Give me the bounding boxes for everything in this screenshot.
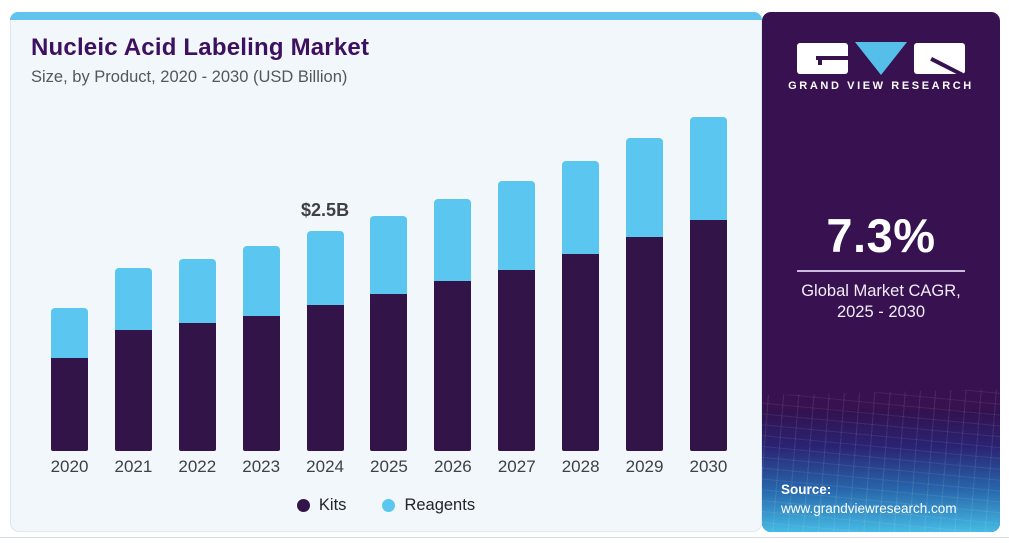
brand-panel: GRAND VIEW RESEARCH 7.3% Global Market C… [762,12,1000,532]
segment-kits-2026 [434,281,472,451]
logo-g-hook [818,55,822,65]
stacked-bar-chart: 2020 2021 2022 2023 $2.5B 2024 2025 2026 2027 202… [51,113,727,476]
segment-reagents-2027 [498,181,536,270]
panel-footer: Source: www.grandviewresearch.com [762,388,1000,532]
segment-reagents-2023 [242,246,280,316]
x-tick-2021: 2021 [114,457,153,476]
bars-container: 2020 2021 2022 2023 $2.5B 2024 2025 2026 2027 202… [51,113,727,476]
bar-2025: 2025 [370,113,408,476]
cagr-block: 7.3% Global Market CAGR, 2025 - 2030 [762,208,1000,324]
segment-kits-2028 [562,254,600,451]
bar-2028: 2028 [562,113,600,476]
legend-item-kits: Kits [296,496,347,515]
legend-label-kits: Kits [318,496,347,514]
segment-reagents-2021 [114,268,152,330]
bar-2024: $2.5B 2024 [301,113,349,476]
chart-legend: Kits Reagents [11,496,761,515]
x-tick-2030: 2030 [689,457,728,476]
logo-r-icon [914,42,965,74]
segment-kits-2020 [51,358,88,451]
bar-2022: 2022 [178,113,216,476]
legend-item-reagents: Reagents [382,496,475,515]
card-top-stripe [10,12,762,20]
segment-reagents-2022 [178,259,216,323]
segment-reagents-2029 [626,138,664,237]
logo-g-slot [816,55,848,60]
segment-reagents-2028 [562,161,600,254]
bar-2026: 2026 [434,113,472,476]
x-tick-2027: 2027 [497,457,536,476]
x-tick-2020: 2020 [50,457,89,476]
x-tick-2029: 2029 [625,457,664,476]
segment-kits-2025 [370,294,408,451]
bar-2023: 2023 [242,113,280,476]
segment-kits-2029 [626,237,664,451]
x-tick-2022: 2022 [178,457,217,476]
segment-kits-2023 [242,316,280,451]
logo-g-icon [797,42,848,74]
bar-annotation: $2.5B [301,200,350,220]
logo-r-leg [930,56,965,74]
source-block: Source: www.grandviewresearch.com [781,482,957,518]
x-tick-2024: 2024 [306,457,344,476]
page-subtitle: Size, by Product, 2020 - 2030 (USD Billi… [31,68,348,86]
source-url-link[interactable]: www.grandviewresearch.com [781,501,957,516]
x-tick-2026: 2026 [433,457,472,476]
cagr-value: 7.3% [826,209,936,262]
chart-card: Nucleic Acid Labeling Market Size, by Pr… [10,12,762,532]
segment-reagents-2026 [434,199,472,281]
brand-name: GRAND VIEW RESEARCH [788,80,974,92]
reagents-dot-icon [382,499,396,512]
segment-kits-2027 [498,270,536,451]
bar-2027: 2027 [498,113,536,476]
bar-2021: 2021 [114,113,152,476]
grand-view-research-logo-icon [762,41,1000,75]
segment-reagents-2020 [51,308,88,358]
x-tick-2028: 2028 [561,457,600,476]
segment-kits-2024 [306,305,344,451]
cagr-label-line1: Global Market CAGR, [801,282,961,300]
segment-kits-2030 [689,220,727,451]
source-label: Source: [781,482,832,497]
legend-label-reagents: Reagents [404,496,476,514]
bar-2029: 2029 [626,113,664,476]
segment-reagents-2024 [306,231,344,305]
segment-kits-2022 [178,323,216,451]
segment-kits-2021 [114,330,152,451]
bar-2020: 2020 [51,113,88,476]
cagr-label-line2: 2025 - 2030 [836,303,926,322]
logo-v-triangle-icon [855,42,907,75]
x-tick-2023: 2023 [242,457,281,476]
x-tick-2025: 2025 [370,457,408,476]
cagr-divider [797,270,965,272]
kits-dot-icon [296,499,310,512]
segment-reagents-2025 [370,216,408,294]
bar-2030: 2030 [689,113,727,476]
page-title: Nucleic Acid Labeling Market [31,34,370,61]
segment-reagents-2030 [689,117,727,220]
